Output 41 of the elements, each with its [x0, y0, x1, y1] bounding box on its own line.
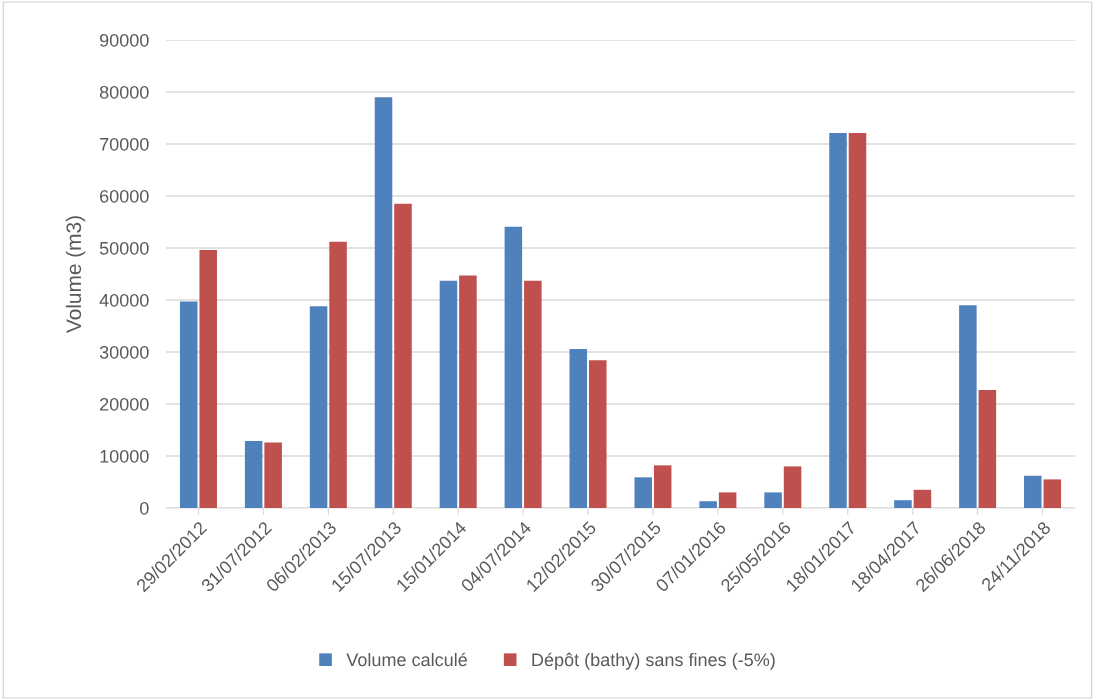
bar — [764, 492, 782, 508]
y-tick-label: 20000 — [100, 397, 149, 411]
bar — [978, 389, 997, 508]
bar — [1043, 479, 1062, 508]
y-tick-label: 80000 — [99, 85, 149, 99]
legend-label: Dépôt (bathy) sans fines (-5%) — [532, 652, 775, 670]
bar — [913, 489, 932, 508]
y-tick-label: 40000 — [99, 293, 149, 307]
bar — [848, 133, 867, 508]
y-tick-label: 30000 — [99, 345, 149, 359]
bar — [199, 250, 217, 508]
bar — [439, 280, 458, 508]
bar — [699, 501, 717, 508]
y-tick-label: 70000 — [100, 137, 149, 151]
bar — [569, 348, 588, 508]
y-tick-label: 60000 — [100, 189, 149, 203]
y-tick-label: 90000 — [99, 33, 149, 47]
bar — [394, 203, 412, 508]
bar — [783, 466, 802, 508]
bar — [524, 280, 542, 508]
bar — [959, 305, 977, 508]
bar — [329, 241, 347, 508]
y-tick-label: 10000 — [100, 449, 149, 463]
bar — [718, 492, 737, 508]
bar — [829, 133, 847, 508]
legend-label: Volume calculé — [346, 652, 467, 667]
bar — [504, 226, 523, 508]
y-tick-label: 50000 — [99, 241, 149, 255]
bar — [653, 465, 672, 508]
y-axis-title: Volume (m3) — [65, 216, 86, 333]
bar — [309, 306, 328, 508]
bar — [589, 360, 607, 508]
bar — [894, 500, 912, 508]
bar — [1024, 475, 1042, 508]
bar — [634, 477, 652, 508]
bar — [459, 275, 477, 508]
y-tick-label: 0 — [140, 501, 149, 515]
bar — [244, 440, 263, 508]
bar — [179, 301, 198, 508]
bar — [264, 442, 282, 508]
bar — [374, 97, 393, 508]
